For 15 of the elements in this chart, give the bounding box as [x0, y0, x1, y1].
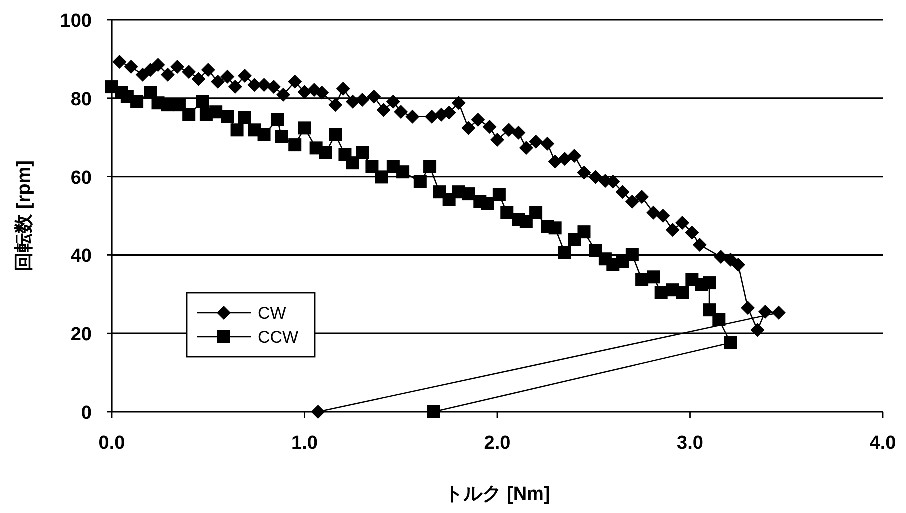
x-tick-label: 0.0: [98, 433, 126, 454]
x-axis-title: トルク [Nm]: [444, 484, 550, 505]
y-tick-label: 20: [70, 324, 92, 346]
x-tick-label: 4.0: [870, 433, 896, 454]
y-tick-label: 0: [81, 403, 92, 424]
x-tick-label: 2.0: [484, 433, 511, 454]
y-axis-title: 回転数 [rpm]: [14, 160, 35, 272]
y-tick-label: 80: [70, 89, 92, 110]
legend-label: CW: [258, 304, 286, 323]
y-tick-label: 40: [70, 246, 92, 268]
x-tick-label: 1.0: [292, 433, 318, 454]
x-tick-label: 3.0: [677, 433, 704, 454]
y-tick-label: 100: [60, 11, 92, 32]
legend-label: CCW: [258, 328, 299, 347]
y-tick-label: 60: [70, 168, 92, 189]
